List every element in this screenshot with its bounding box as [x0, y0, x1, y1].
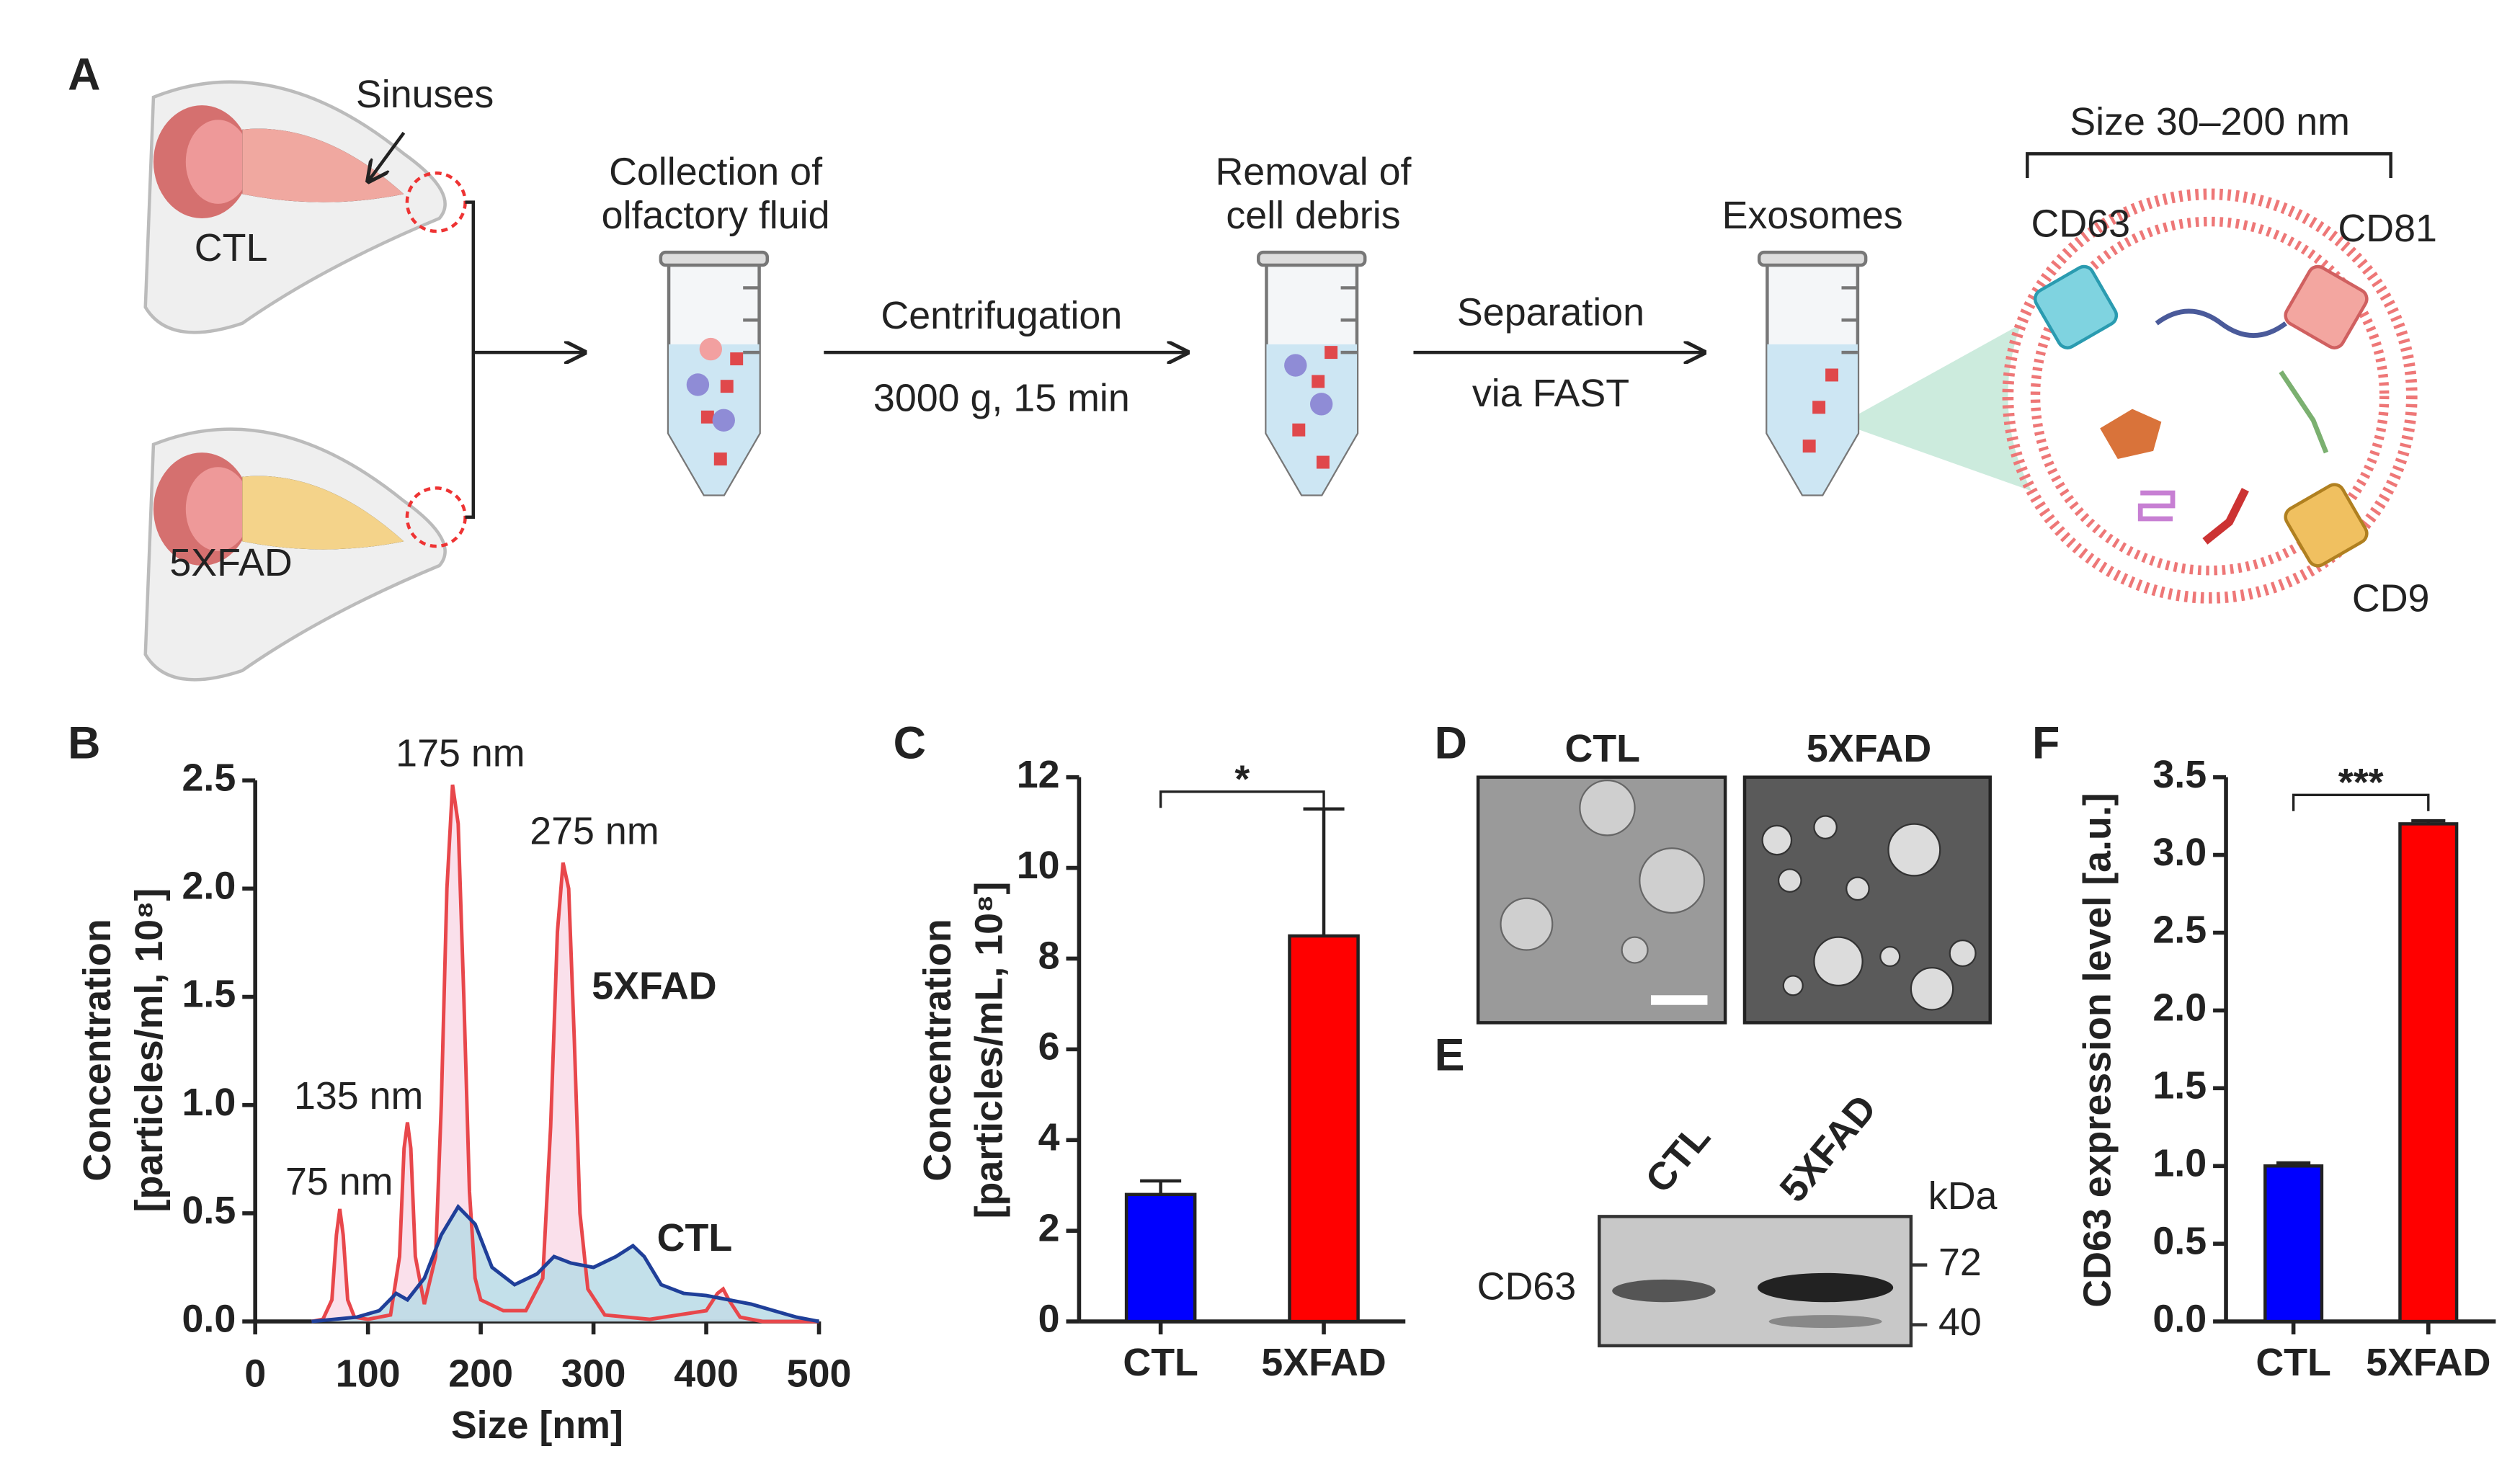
bar — [2398, 822, 2459, 1324]
y-tick-label: 3.5 — [2152, 753, 2207, 796]
y-tick-label: 2 — [1038, 1206, 1060, 1249]
bar — [2263, 1164, 2324, 1324]
arrow — [368, 131, 406, 181]
y-tick-label: 8 — [1038, 935, 1060, 978]
label: cell debris — [1226, 194, 1400, 237]
x-tick-label: 400 — [674, 1352, 739, 1396]
y-axis-label: [particles/ml, 10⁸] — [128, 888, 171, 1213]
mouse-5xfad — [146, 429, 445, 680]
mouse-ctl — [146, 82, 445, 333]
significance-bracket — [1159, 790, 1325, 808]
label: 5XFAD — [1807, 727, 1931, 770]
x-tick-label: CTL — [2256, 1341, 2331, 1384]
panel-label: C — [894, 718, 926, 769]
bar — [1124, 1192, 1197, 1324]
band-label: CD63 — [1477, 1264, 1577, 1308]
y-tick-label: 12 — [1017, 753, 1060, 796]
y-axis-label: Concentration — [76, 919, 119, 1182]
label: Separation — [1457, 291, 1644, 334]
series-label: 5XFAD — [592, 965, 716, 1008]
panel-label: E — [1435, 1030, 1465, 1080]
x-tick-label: 300 — [561, 1352, 626, 1396]
area — [311, 1206, 819, 1322]
label: Collection of — [609, 151, 823, 194]
y-tick-label: 1.0 — [182, 1081, 236, 1124]
bracket-arrow — [465, 200, 585, 519]
label: CD9 — [2352, 577, 2430, 620]
y-tick-label: 1.5 — [2152, 1064, 2207, 1107]
label: Exosomes — [1722, 194, 1903, 237]
label: Sinuses — [356, 73, 494, 116]
label: Centrifugation — [881, 294, 1122, 337]
annotation: 175 nm — [396, 732, 525, 775]
y-axis-label: [particles/mL, 10⁸] — [968, 882, 1011, 1219]
label: Size 30–200 nm — [2070, 100, 2350, 143]
y-axis-label: Concentration — [916, 919, 959, 1182]
y-tick-label: 0 — [1038, 1297, 1060, 1340]
lane-label: 5XFAD — [1771, 1087, 1884, 1210]
y-tick-label: 4 — [1038, 1115, 1060, 1159]
y-tick-label: 6 — [1038, 1025, 1060, 1069]
micrograph — [1742, 775, 1992, 1025]
y-tick-label: 2.5 — [182, 756, 236, 799]
zoom-cone — [1841, 307, 2060, 501]
annotation: 275 nm — [530, 809, 659, 852]
y-tick-label: 3.0 — [2152, 831, 2207, 874]
y-tick-label: 10 — [1017, 844, 1060, 887]
label: Removal of — [1215, 151, 1412, 194]
x-tick-label: 500 — [787, 1352, 852, 1396]
panel-label: F — [2032, 718, 2060, 769]
y-tick-label: 2.0 — [2152, 986, 2207, 1030]
significance: * — [1234, 758, 1250, 801]
marker-label: 72 — [1938, 1241, 1982, 1284]
significance-bracket — [2292, 793, 2430, 811]
x-tick-label: 5XFAD — [1261, 1341, 1386, 1384]
label: olfactory fluid — [602, 194, 830, 237]
marker-label: 40 — [1938, 1301, 1982, 1344]
annotation: 135 nm — [294, 1074, 423, 1118]
y-tick-label: 0.0 — [2152, 1297, 2207, 1340]
panel-label: B — [68, 718, 100, 769]
x-tick-label: 5XFAD — [2366, 1341, 2490, 1384]
y-tick-label: 0.5 — [182, 1189, 236, 1232]
x-axis-label: Size [nm] — [451, 1404, 623, 1447]
label: CTL — [1564, 727, 1640, 770]
size-bracket — [2026, 152, 2392, 179]
y-tick-label: 2.5 — [2152, 909, 2207, 952]
label: 5XFAD — [169, 541, 292, 584]
unit-label: kDa — [1928, 1174, 1998, 1218]
series-label: CTL — [657, 1216, 733, 1259]
x-tick-label: CTL — [1123, 1341, 1198, 1384]
y-tick-label: 0.0 — [182, 1297, 236, 1340]
panel-label: D — [1435, 718, 1467, 769]
bar — [1288, 934, 1360, 1324]
y-tick-label: 1.5 — [182, 973, 236, 1016]
annotation: 75 nm — [285, 1160, 393, 1203]
label: CD63 — [2031, 202, 2131, 245]
tube — [1258, 252, 1365, 494]
marker-tick — [1910, 1263, 1928, 1326]
label: CTL — [195, 226, 268, 269]
x-tick-label: 200 — [448, 1352, 513, 1396]
label: CD81 — [2338, 207, 2436, 250]
significance: *** — [2338, 761, 2384, 804]
y-tick-label: 2.0 — [182, 865, 236, 908]
y-axis-label: CD63 expression level [a.u.] — [2075, 793, 2119, 1307]
label: via FAST — [1472, 372, 1629, 415]
label: 3000 g, 15 min — [873, 377, 1130, 420]
y-tick-label: 1.0 — [2152, 1141, 2207, 1185]
y-tick-label: 0.5 — [2152, 1219, 2207, 1262]
exosome — [2002, 188, 2418, 604]
blot — [1598, 1215, 1913, 1347]
x-tick-label: 0 — [244, 1352, 266, 1396]
x-tick-label: 100 — [336, 1352, 401, 1396]
tube — [1759, 252, 1866, 494]
lane-label: CTL — [1637, 1115, 1719, 1201]
panel-label: A — [68, 50, 100, 100]
line — [311, 1203, 819, 1324]
micrograph — [1476, 775, 1727, 1025]
